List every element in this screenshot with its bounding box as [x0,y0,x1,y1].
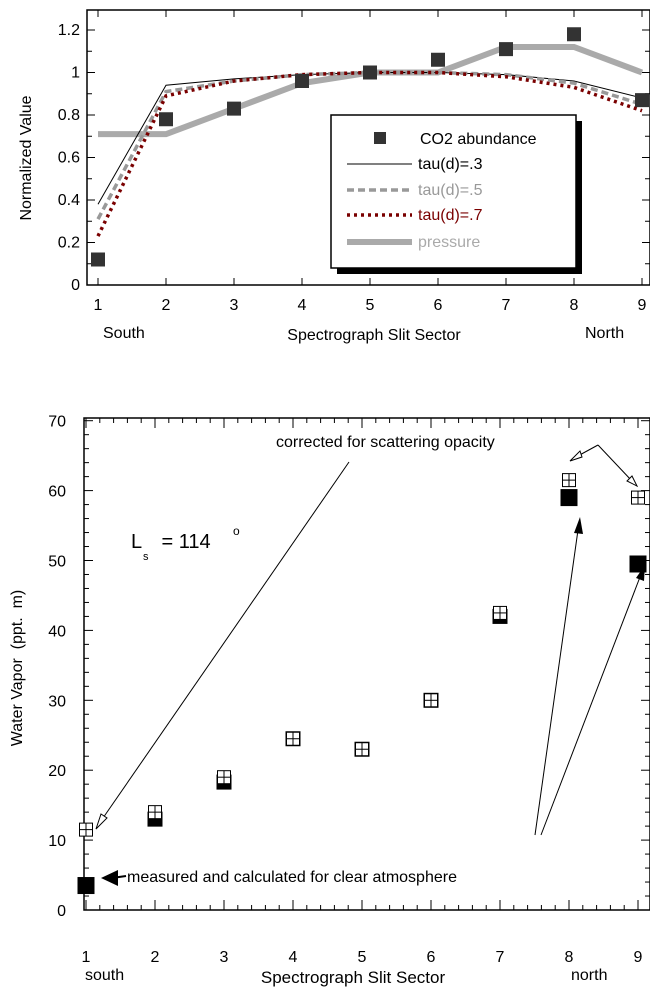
bottom-y-tick-label: 30 [48,693,66,710]
top-x-tick-label: 5 [366,297,375,314]
annotation-measured: measured and calculated for clear atmosp… [127,869,457,886]
ls-subscript: s [143,551,149,563]
co2-marker [227,101,241,116]
bottom-chart: 0 10 20 30 40 50 60 70 1 2 3 4 5 6 7 8 9 corrected for … [9,414,650,987]
top-plot-frame [86,9,650,286]
top-x-end-label-right: North [585,325,624,342]
top-x-tick-label: 3 [230,297,239,314]
annotation-arrows [102,444,641,836]
top-y-tick-label: 1.2 [58,22,80,39]
annotation-corrected: corrected for scattering opacity [276,434,495,451]
top-x-tick-label: 4 [298,297,307,314]
co2-marker [567,27,581,42]
top-x-tick-label: 6 [434,297,443,314]
top-x-tick-label: 9 [638,297,647,314]
bottom-x-tick-label: 8 [565,949,574,966]
arrowhead-sector9 [626,475,639,488]
bottom-plot-frame [83,417,650,911]
top-y-tick-label: 0 [71,277,80,294]
top-x-tick-label: 7 [502,297,511,314]
bottom-x-tick-label: 1 [82,949,91,966]
bottom-y-tick-label: 10 [48,833,66,850]
legend-label-tau7: tau(d)=.7 [418,207,483,224]
bottom-y-tick-label: 50 [48,554,66,571]
bottom-y-axis-title: Water Vapor (ppt. m) [9,590,26,746]
bottom-x-tick-label: 7 [496,949,505,966]
top-x-tick-label: 8 [570,297,579,314]
arrowhead-lower-8 [574,517,583,534]
top-y-tick-label: 0.8 [58,107,80,124]
arrow-line-lower-8 [534,529,579,836]
series-line-tau-d-5 [96,70,643,220]
top-legend: CO2 abundance tau(d)=.3 tau(d)=.5 tau(d)… [330,114,582,274]
legend-label-tau3: tau(d)=.3 [418,156,483,173]
bottom-y-tick-label: 0 [57,903,66,920]
arrowhead-measured [101,870,118,886]
arrow-line-sector1 [102,461,350,819]
arrowhead-sector8 [569,450,583,462]
top-x-axis: 1 2 3 4 5 6 7 8 9 [94,10,647,314]
arrow-line-lower-9 [540,576,641,836]
top-series-group [91,27,649,267]
top-y-tick-label: 0.2 [58,235,80,252]
arrow-line-measured [111,875,127,879]
legend-label-pressure: pressure [418,234,480,251]
top-y-tick-label: 0.6 [58,150,80,167]
co2-marker [159,112,173,127]
co2-marker [91,252,105,267]
legend-label-tau5: tau(d)=.5 [418,182,483,199]
co2-marker [635,93,649,108]
bottom-x-tick-label: 2 [151,949,160,966]
bottom-x-axis: 1 2 3 4 5 6 7 8 9 [82,418,643,966]
top-x-end-label-left: South [103,325,145,342]
arrowhead-sector1 [95,813,108,830]
measured-marker [77,877,95,895]
legend-label-co2: CO2 abundance [420,131,537,148]
ls-value: = 114 [156,531,211,553]
co2-marker [295,74,309,88]
bottom-y-tick-label: 60 [48,484,66,501]
bottom-x-axis-title: Spectrograph Slit Sector [261,968,446,987]
co2-marker [363,65,377,80]
bottom-x-tick-label: 4 [289,949,298,966]
bottom-x-tick-label: 9 [634,949,643,966]
arrow-line-sector9 [597,444,633,482]
bottom-y-tick-label: 40 [48,623,66,640]
bottom-x-end-label-right: north [571,967,607,984]
top-chart: 0 0.2 0.4 0.6 0.8 1 1.2 1 2 3 4 5 6 7 8 9 Normalized V… [18,9,650,344]
top-x-tick-label: 2 [162,297,171,314]
top-y-tick-label: 0.4 [58,192,80,209]
measured-marker [560,489,578,507]
co2-marker [431,52,445,67]
bottom-series-group [77,473,647,895]
arrow-heads-filled [101,517,645,886]
bottom-y-tick-label: 70 [48,414,66,431]
bottom-x-tick-label: 6 [427,949,436,966]
top-y-tick-label: 1 [71,65,80,82]
top-x-tick-label: 1 [94,297,103,314]
top-x-axis-title: Spectrograph Slit Sector [287,327,461,344]
ls-label: L [131,531,142,553]
measured-marker [629,555,647,573]
top-y-axis-title: Normalized Value [18,95,35,220]
bottom-y-axis: 0 10 20 30 40 50 60 70 [48,414,650,920]
top-y-axis: 0 0.2 0.4 0.6 0.8 1 1.2 [58,22,650,294]
bottom-x-tick-label: 5 [358,949,367,966]
bottom-x-tick-label: 3 [220,949,229,966]
bottom-x-end-label-left: south [85,967,124,984]
co2-marker [499,42,513,57]
bottom-y-tick-label: 20 [48,763,66,780]
ls-degree: o [233,524,240,538]
arrow-heads [95,450,639,830]
legend-marker-co2 [374,132,386,144]
ls-annotation: L s = 114 o [131,524,240,563]
